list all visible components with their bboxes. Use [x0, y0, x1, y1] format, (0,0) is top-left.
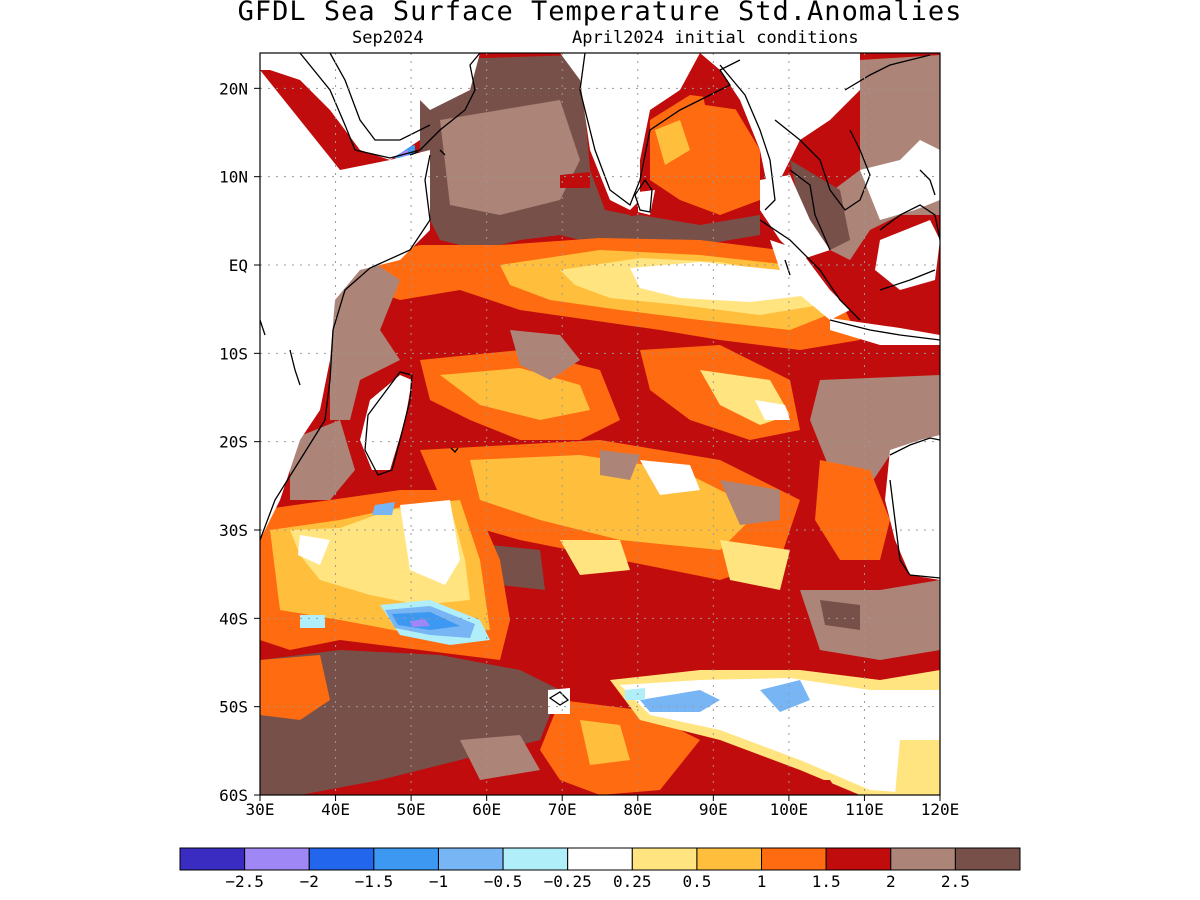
anomaly-band: [580, 720, 630, 765]
lon-tick-label: 30E: [246, 800, 275, 819]
colorbar-swatch: [890, 847, 956, 871]
lat-tick-label: 60S: [219, 786, 248, 805]
anomaly-band: [330, 260, 400, 420]
graticule: [260, 53, 940, 795]
colorbar-label: 1: [757, 872, 767, 891]
lon-tick-label: 60E: [472, 800, 501, 819]
colorbar-swatch: [631, 847, 698, 871]
colorbar-swatch: [761, 847, 827, 871]
anomaly-band: [372, 502, 395, 515]
anomaly-band: [700, 80, 740, 110]
lat-tick-label: EQ: [229, 256, 248, 275]
colorbar-swatch: [502, 847, 569, 871]
anomaly-band: [600, 215, 760, 245]
colorbar-swatch: [825, 847, 892, 871]
colorbar-swatch: [308, 847, 375, 871]
coastlines: [260, 53, 940, 706]
anomaly-band: [260, 655, 330, 720]
anomaly-band: [440, 100, 580, 215]
lon-tick-label: 110E: [845, 800, 884, 819]
colorbar-swatch: [244, 847, 310, 871]
initial-conditions-label: April2024 initial conditions: [572, 28, 859, 48]
colorbar-swatch: [954, 847, 1021, 871]
colorbar-label: 0.5: [682, 872, 711, 891]
colorbar-swatch: [567, 847, 633, 871]
anomaly-band: [560, 540, 630, 575]
anomaly-band: [630, 262, 810, 302]
lat-tick-label: 10N: [219, 168, 248, 187]
colorbar-label: −0.5: [484, 872, 523, 891]
anomaly-band: [410, 619, 430, 627]
colorbar-label: −0.25: [544, 872, 592, 891]
anomaly-band: [720, 540, 790, 590]
anomaly-band: [440, 368, 590, 420]
lon-tick-label: 100E: [770, 800, 809, 819]
anomaly-field: [260, 53, 940, 795]
lat-tick-label: 20N: [219, 79, 248, 98]
lat-tick-label: 20S: [219, 433, 248, 452]
colorbar-label: 0.25: [613, 872, 652, 891]
anomaly-band: [560, 172, 590, 188]
anomaly-band: [800, 580, 940, 660]
anomaly-band: [490, 545, 545, 590]
lat-tick-label: 40S: [219, 609, 248, 628]
colorbar-label: −1.5: [355, 872, 394, 891]
anomaly-band: [840, 295, 940, 330]
anomaly-band: [720, 480, 780, 525]
lat-tick-label: 10S: [219, 344, 248, 363]
lat-tick-label: 30S: [219, 521, 248, 540]
anomaly-band: [260, 650, 560, 795]
lon-tick-label: 70E: [548, 800, 577, 819]
map-title: GFDL Sea Surface Temperature Std.Anomali…: [237, 0, 963, 27]
colorbar-label: −2: [300, 872, 319, 891]
colorbar-label: −2.5: [225, 872, 264, 891]
anomaly-band: [600, 450, 640, 480]
colorbar-label: −1: [429, 872, 448, 891]
lat-tick-label: 50S: [219, 698, 248, 717]
anomaly-band: [460, 735, 540, 780]
lon-tick-label: 90E: [699, 800, 728, 819]
anomaly-band: [815, 460, 890, 560]
colorbar-swatch: [437, 847, 504, 871]
anomaly-band: [755, 400, 790, 420]
anomaly-band: [655, 120, 690, 165]
colorbar-label: 2: [886, 872, 896, 891]
longitude-axis: 30E 40E 50E 60E 70E 80E 90E 100E 110E 120E: [246, 795, 960, 819]
lon-tick-label: 120E: [921, 800, 960, 819]
anomaly-band: [290, 420, 355, 500]
latitude-axis: 20N 10N EQ 10S 20S 30S 40S 50S 60S: [219, 79, 260, 805]
colorbar: −2.5 −2 −1.5 −1 −0.5 −0.25 0.25 0.5 1 1.5 2 2.5: [179, 847, 1021, 891]
valid-month-label: Sep2024: [352, 28, 424, 48]
anomaly-band: [625, 688, 645, 700]
lon-tick-label: 80E: [623, 800, 652, 819]
map-frame: [259, 52, 941, 796]
colorbar-swatch: [696, 847, 763, 871]
colorbar-swatch: [179, 847, 246, 871]
lon-tick-label: 40E: [321, 800, 350, 819]
colorbar-label: 2.5: [941, 872, 970, 891]
colorbar-swatch: [373, 847, 439, 871]
anomaly-band: [760, 780, 840, 795]
anomaly-band: [790, 160, 850, 250]
anomaly-band: [300, 615, 325, 628]
anomaly-band: [640, 460, 700, 495]
land-masses: [260, 53, 940, 714]
lon-tick-label: 50E: [397, 800, 426, 819]
anomaly-band: [298, 535, 330, 565]
anomaly-band: [895, 740, 940, 795]
anomaly-band: [820, 600, 860, 630]
anomaly-band: [400, 500, 460, 585]
colorbar-label: 1.5: [812, 872, 841, 891]
anomaly-band: [760, 680, 810, 712]
